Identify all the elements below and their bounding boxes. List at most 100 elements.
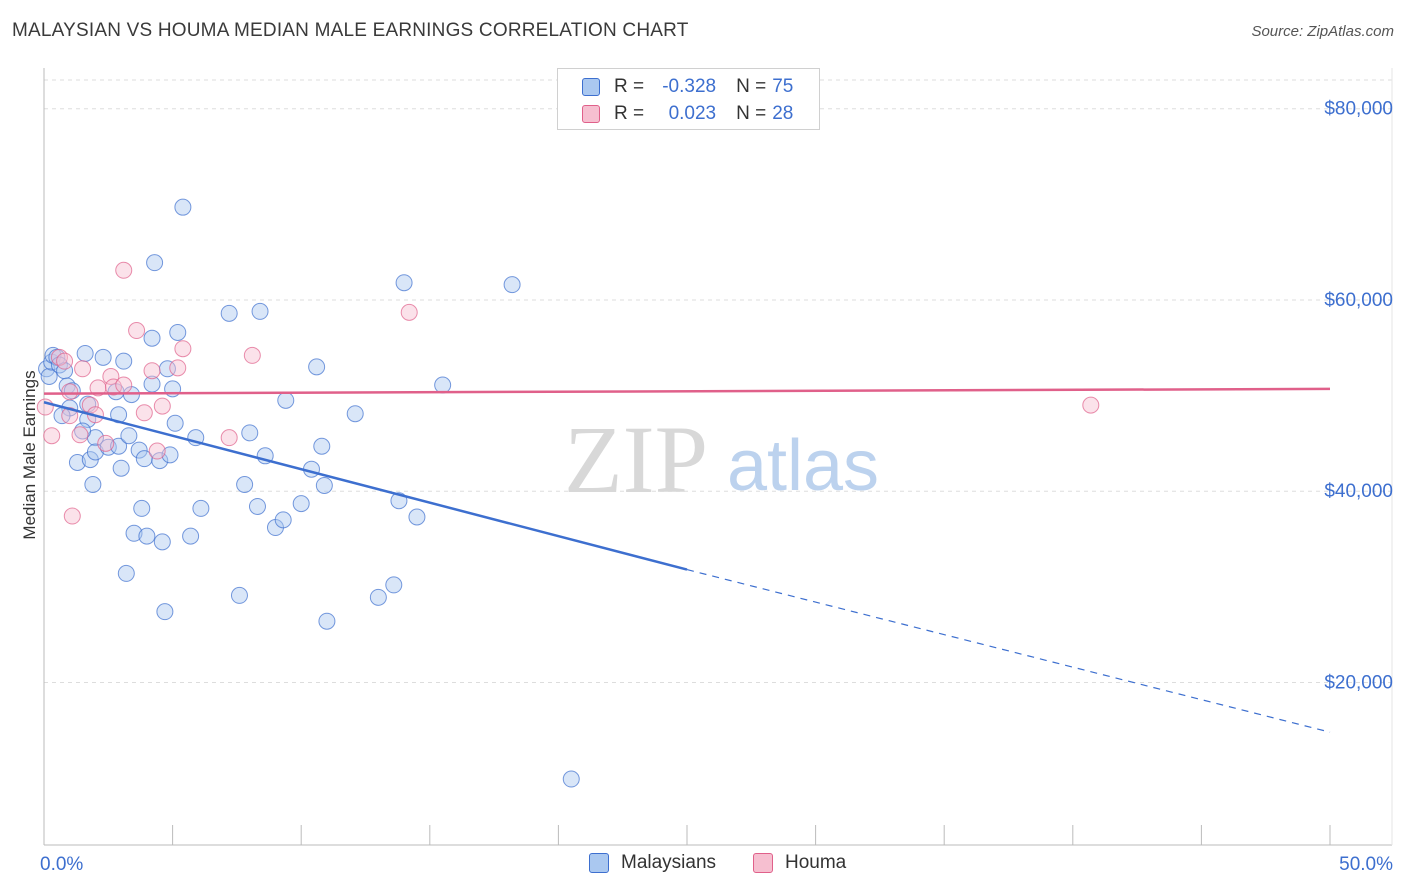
malaysians-point (133, 499, 151, 517)
malaysians-point (318, 612, 336, 630)
n-value: 28 (772, 103, 794, 124)
malaysians-legend-swatch (589, 853, 609, 873)
stats-legend: R = -0.328 N = 75 R = 0.023 N = 28 (557, 68, 820, 130)
malaysians-point (40, 367, 58, 385)
malaysians-point (192, 499, 210, 517)
houma-point (115, 376, 133, 394)
malaysians-point (395, 274, 413, 292)
malaysians-point (153, 533, 171, 551)
houma-trend-line (43, 387, 1331, 395)
malaysians-point (120, 427, 138, 445)
label-layer: $20,000 $40,000 $60,000 $80,000 0.0% 50.0% (40, 99, 1393, 875)
y-tick-label: $40,000 (1324, 481, 1393, 502)
r-value: -0.328 (662, 76, 717, 97)
houma-point (153, 397, 171, 415)
malaysians-point (110, 437, 128, 455)
malaysians-trend-extension (686, 569, 1331, 733)
malaysians-point (236, 475, 254, 493)
malaysians-point (315, 476, 333, 494)
legend-row-houma: R = 0.023 N = 28 (582, 102, 793, 126)
chart-title: MALAYSIAN VS HOUMA MEDIAN MALE EARNINGS … (12, 20, 689, 41)
legend-label-malaysians: Malaysians (621, 852, 717, 873)
y-tick-label: $80,000 (1324, 99, 1393, 120)
malaysians-point (277, 391, 295, 409)
points-layer (36, 198, 1100, 788)
n-label: N = (736, 103, 767, 124)
watermark-zip: ZIP (564, 406, 708, 513)
malaysians-point (143, 329, 161, 347)
malaysians-point (164, 380, 182, 398)
legend-label-houma: Houma (785, 852, 847, 873)
houma-point (1082, 396, 1100, 414)
malaysians-point (130, 441, 148, 459)
malaysians-point (161, 446, 179, 464)
malaysians-point (94, 348, 112, 366)
x-tick-label: 50.0% (1339, 854, 1393, 875)
houma-point (174, 340, 192, 358)
houma-point (135, 404, 153, 422)
malaysians-point (84, 475, 102, 493)
houma-point (71, 426, 89, 444)
malaysians-point (230, 586, 248, 604)
houma-point (169, 359, 187, 377)
series-legend: Malaysians Houma (0, 852, 1406, 876)
houma-point (97, 434, 115, 452)
x-tick-label: 0.0% (40, 854, 83, 875)
watermark-atlas: atlas (727, 426, 879, 506)
houma-point (400, 303, 418, 321)
houma-legend-swatch (753, 853, 773, 873)
malaysians-point (346, 405, 364, 423)
houma-point (89, 379, 107, 397)
malaysians-point (313, 437, 331, 455)
malaysians-point (503, 276, 521, 294)
houma-point (56, 352, 74, 370)
houma-point (102, 367, 120, 385)
houma-point (104, 378, 122, 396)
malaysians-point (138, 527, 156, 545)
malaysians-point (68, 454, 86, 471)
malaysians-point (408, 508, 426, 526)
houma-point (115, 261, 133, 279)
houma-point (43, 427, 61, 445)
houma-swatch (582, 105, 600, 123)
n-label: N = (736, 76, 767, 97)
houma-point (128, 322, 146, 340)
malaysians-point (182, 527, 200, 545)
malaysians-point (562, 770, 580, 788)
r-label: R = (614, 103, 645, 124)
legend-item-houma[interactable]: Houma (753, 852, 846, 874)
legend-row-malaysians: R = -0.328 N = 75 (582, 75, 793, 99)
n-value: 75 (772, 76, 794, 97)
malaysians-point (125, 524, 143, 542)
malaysians-point (156, 603, 174, 621)
watermark-layer: ZIP atlas (564, 406, 879, 513)
malaysians-point (112, 459, 130, 477)
houma-point (63, 507, 81, 525)
houma-point (143, 362, 161, 380)
malaysians-point (174, 198, 192, 216)
malaysians-point (385, 576, 403, 594)
malaysians-point (151, 452, 169, 470)
y-tick-label: $60,000 (1324, 290, 1393, 311)
malaysians-point (220, 304, 238, 322)
malaysians-point (241, 424, 259, 442)
malaysians-point (117, 564, 135, 582)
malaysians-point (308, 358, 326, 376)
malaysians-swatch (582, 78, 600, 96)
malaysians-point (292, 495, 310, 513)
malaysians-point (166, 414, 184, 432)
trend-layer (43, 387, 1331, 733)
houma-point (243, 346, 261, 364)
malaysians-point (251, 302, 269, 320)
houma-point (74, 360, 92, 378)
y-tick-label: $20,000 (1324, 672, 1393, 693)
malaysians-trend-line (43, 401, 688, 571)
malaysians-point (274, 511, 292, 529)
legend-item-malaysians[interactable]: Malaysians (589, 852, 716, 874)
houma-point (148, 442, 166, 460)
axis-layer (43, 68, 1393, 846)
malaysians-point (434, 376, 452, 394)
malaysians-point (248, 497, 266, 515)
houma-point (61, 407, 79, 425)
